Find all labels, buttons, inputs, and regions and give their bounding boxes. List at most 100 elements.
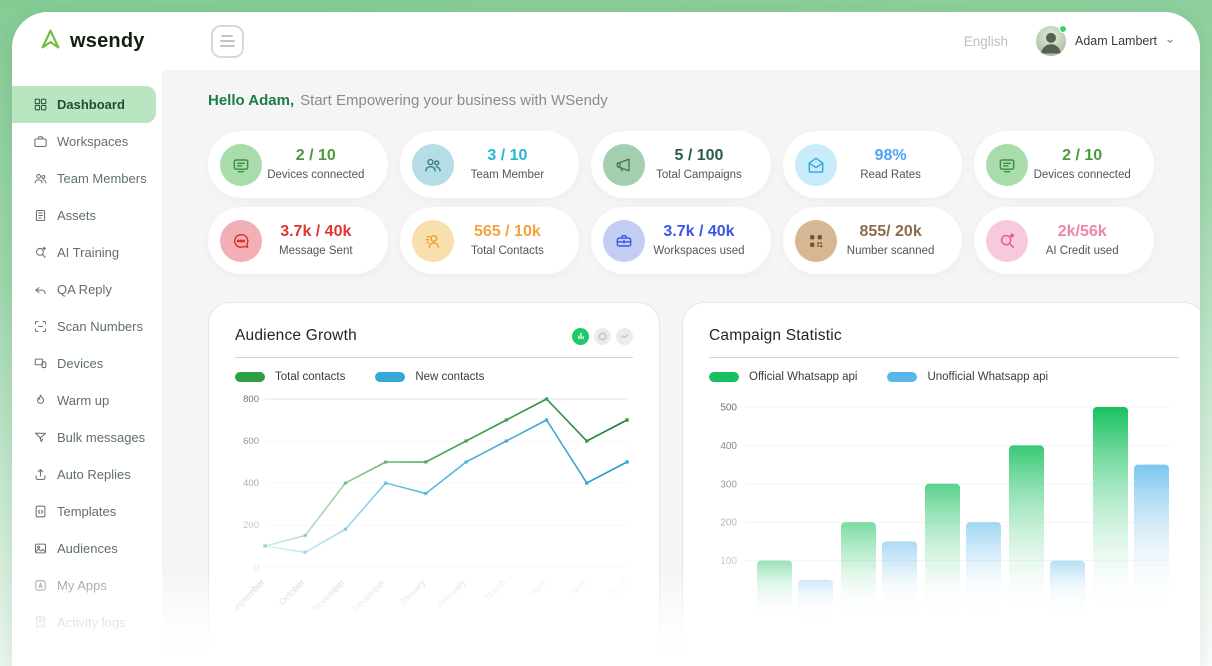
- box-icon: [32, 208, 48, 224]
- sidebar-item-bulk-messages[interactable]: Bulk messages: [12, 419, 162, 456]
- legend-item-new-contacts: New contacts: [375, 371, 484, 383]
- stat-value: 855/ 20k: [859, 223, 922, 241]
- sidebar-item-label: Warm up: [57, 393, 110, 408]
- stat-value: 3.7k / 40k: [663, 223, 735, 241]
- audience-growth-chart: 800 600 400 200 0 September October November Dec…: [228, 389, 633, 626]
- stat-card-devices-connected: 2 / 10 Devices connected: [974, 131, 1154, 198]
- stat-card-ai-credit-used: 2k/56k AI Credit used: [974, 207, 1154, 274]
- svg-text:100: 100: [720, 556, 737, 567]
- mail-open-icon: [794, 143, 837, 186]
- chat-dots-icon: [220, 219, 262, 262]
- send-icon: [32, 430, 48, 446]
- stats-row-2: 3.7k / 40k Message Sent 565 / 10k Total Con…: [208, 207, 1154, 274]
- donut-chart-icon[interactable]: [594, 327, 611, 345]
- svg-text:October: October: [277, 577, 307, 607]
- legend-label: Unofficial Whatsapp api: [927, 371, 1049, 383]
- image-icon: [32, 541, 48, 557]
- sidebar-item-templates[interactable]: Templates: [12, 493, 162, 530]
- legend-item-unofficial-whatsapp-api: Unofficial Whatsapp api: [887, 371, 1048, 383]
- greeting: Hello Adam, Start Empowering your busines…: [208, 92, 1200, 109]
- briefcase-icon: [32, 134, 48, 150]
- svg-text:200: 200: [243, 520, 259, 531]
- legend-swatch: [375, 372, 406, 382]
- sidebar-toggle-button[interactable]: [210, 24, 244, 58]
- stat-value: 2 / 10: [295, 147, 336, 165]
- stats-row-1: 2 / 10 Devices connected 3 / 10 Team Member…: [208, 131, 1154, 198]
- device-connected-icon: [220, 143, 262, 186]
- scan-icon: [32, 319, 48, 335]
- template-icon: [32, 504, 48, 520]
- legend-label: New contacts: [415, 371, 485, 383]
- sidebar-item-label: Assets: [57, 208, 97, 223]
- sidebar-item-label: Templates: [57, 504, 117, 519]
- reply-icon: [32, 282, 48, 298]
- legend-swatch: [709, 372, 739, 382]
- sidebar-item-audiences[interactable]: Audiences: [12, 530, 162, 567]
- stat-label: AI Credit used: [1045, 245, 1119, 258]
- sidebar-item-scan-numbers[interactable]: Scan Numbers: [12, 308, 162, 345]
- bar-chart-icon[interactable]: [572, 327, 589, 345]
- sidebar-item-label: Dashboard: [57, 97, 125, 112]
- chevron-down-icon: [1166, 32, 1174, 50]
- topbar: wsendy English Adam Lambert: [12, 12, 1200, 70]
- sidebar-item-label: Audiences: [57, 541, 118, 556]
- sidebar-item-auto-replies[interactable]: Auto Replies: [12, 456, 162, 493]
- stat-card-number-scanned: 855/ 20k Number scanned: [782, 207, 963, 274]
- svg-text:December: December: [351, 577, 387, 613]
- grid-icon: [32, 97, 48, 113]
- stat-card-message-sent: 3.7k / 40k Message Sent: [208, 207, 388, 274]
- device-connected-icon: [986, 143, 1029, 186]
- stat-label: Total Campaigns: [656, 169, 742, 182]
- sidebar-item-label: Scan Numbers: [57, 319, 143, 334]
- upload-icon: [32, 467, 48, 483]
- brand-logo: wsendy: [38, 26, 145, 56]
- stat-card-total-contacts: 565 / 10k Total Contacts: [399, 207, 580, 274]
- svg-text:June: June: [608, 577, 629, 598]
- svg-text:200: 200: [720, 518, 737, 529]
- line-chart-icon[interactable]: [616, 327, 633, 345]
- sidebar-item-label: My Apps: [57, 578, 107, 593]
- sidebar-item-label: Bulk messages: [57, 430, 146, 445]
- stat-label: Message Sent: [279, 245, 353, 258]
- online-status-dot: [1059, 25, 1068, 33]
- legend-item-official-whatsapp-api: Official Whatsapp api: [709, 371, 857, 383]
- svg-text:September: September: [235, 577, 266, 615]
- stat-label: Read Rates: [860, 169, 921, 182]
- toolbox-icon: [603, 219, 646, 262]
- sidebar-item-assets[interactable]: Assets: [12, 197, 162, 234]
- sidebar-item-team-members[interactable]: Team Members: [12, 160, 162, 197]
- sidebar-item-activity-logs[interactable]: Activity logs: [12, 604, 162, 641]
- sidebar-item-qa-reply[interactable]: QA Reply: [12, 271, 162, 308]
- charts-row: Audience Growth: [208, 302, 1200, 666]
- stat-label: Team Member: [470, 169, 545, 182]
- sidebar-item-my-apps[interactable]: My Apps: [12, 567, 162, 604]
- sidebar-item-dashboard[interactable]: Dashboard: [12, 86, 156, 123]
- sidebar-item-workspaces[interactable]: Workspaces: [12, 123, 162, 160]
- svg-text:800: 800: [243, 394, 259, 405]
- user-menu[interactable]: Adam Lambert: [1036, 25, 1174, 56]
- stat-value: 5 / 100: [674, 147, 724, 165]
- stat-value: 98%: [874, 147, 907, 165]
- sidebar-item-label: Activity logs: [57, 615, 126, 630]
- stat-value: 2k/56k: [1057, 223, 1107, 241]
- sidebar-item-devices[interactable]: Devices: [12, 345, 162, 382]
- main-content: Hello Adam, Start Empowering your busines…: [162, 70, 1200, 666]
- brand-name: wsendy: [70, 29, 145, 52]
- stat-label: Workspaces used: [653, 245, 745, 258]
- ai-search-icon: [32, 245, 48, 261]
- sidebar-item-warm-up[interactable]: Warm up: [12, 382, 162, 419]
- stat-value: 3.7k / 40k: [280, 223, 352, 241]
- svg-text:400: 400: [243, 478, 259, 489]
- contact-icon: [411, 219, 454, 262]
- svg-text:April: April: [528, 577, 548, 597]
- language-selector[interactable]: English: [963, 33, 1009, 49]
- megaphone-icon: [603, 143, 646, 186]
- greeting-name: Hello Adam,: [208, 92, 295, 109]
- activity-icon: [32, 615, 48, 631]
- sidebar-item-ai-training[interactable]: AI Training: [12, 234, 162, 271]
- campaign-statistic-card: Campaign Statistic Official Whatsapp api…: [682, 302, 1200, 666]
- devices-icon: [32, 356, 48, 372]
- campaign-statistic-chart: 500 400 300 200 100: [709, 389, 1179, 666]
- sidebar-item-label: AI Training: [57, 245, 120, 260]
- stat-label: Devices connected: [1033, 169, 1131, 182]
